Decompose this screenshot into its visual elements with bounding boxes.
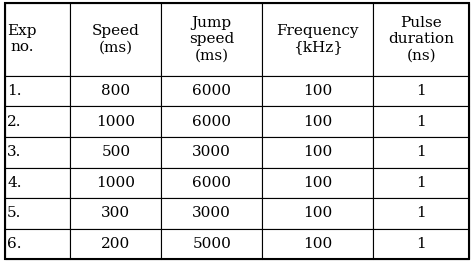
Bar xyxy=(262,229,374,259)
Text: 2.: 2. xyxy=(7,115,21,129)
Bar xyxy=(70,76,161,106)
Text: 100: 100 xyxy=(303,145,332,159)
Text: 5.: 5. xyxy=(7,206,21,221)
Bar xyxy=(374,198,469,229)
Bar xyxy=(262,168,374,198)
Text: 200: 200 xyxy=(101,237,130,251)
Text: 4.: 4. xyxy=(7,176,21,190)
Bar xyxy=(161,3,262,76)
Bar xyxy=(374,3,469,76)
Bar xyxy=(5,168,70,198)
Bar xyxy=(5,3,70,76)
Text: 6000: 6000 xyxy=(192,115,231,129)
Bar xyxy=(262,198,374,229)
Bar xyxy=(374,137,469,168)
Text: 100: 100 xyxy=(303,84,332,98)
Text: 1: 1 xyxy=(417,237,426,251)
Text: 100: 100 xyxy=(303,206,332,221)
Text: 1: 1 xyxy=(417,115,426,129)
Text: 5000: 5000 xyxy=(192,237,231,251)
Text: 1000: 1000 xyxy=(96,115,135,129)
Text: 3000: 3000 xyxy=(192,145,231,159)
Bar xyxy=(262,137,374,168)
Text: 1: 1 xyxy=(417,84,426,98)
Bar xyxy=(70,106,161,137)
Text: Speed
(ms): Speed (ms) xyxy=(92,24,140,54)
Text: 300: 300 xyxy=(101,206,130,221)
Bar xyxy=(161,229,262,259)
Bar xyxy=(161,198,262,229)
Bar xyxy=(374,229,469,259)
Text: Pulse
duration
(ns): Pulse duration (ns) xyxy=(388,16,454,62)
Text: Jump
speed
(ms): Jump speed (ms) xyxy=(189,16,234,62)
Text: 6000: 6000 xyxy=(192,176,231,190)
Text: 1: 1 xyxy=(417,176,426,190)
Bar xyxy=(70,168,161,198)
Bar xyxy=(374,76,469,106)
Bar xyxy=(161,76,262,106)
Bar xyxy=(70,137,161,168)
Text: Exp
no.: Exp no. xyxy=(7,24,36,54)
Bar xyxy=(262,106,374,137)
Bar xyxy=(262,76,374,106)
Bar xyxy=(5,137,70,168)
Text: 1.: 1. xyxy=(7,84,21,98)
Text: 1: 1 xyxy=(417,145,426,159)
Text: 6.: 6. xyxy=(7,237,21,251)
Text: Frequency
{kHz}: Frequency {kHz} xyxy=(276,24,359,54)
Text: 6000: 6000 xyxy=(192,84,231,98)
Text: 1000: 1000 xyxy=(96,176,135,190)
Text: 100: 100 xyxy=(303,115,332,129)
Bar xyxy=(161,168,262,198)
Text: 500: 500 xyxy=(101,145,130,159)
Bar xyxy=(161,137,262,168)
Bar xyxy=(5,106,70,137)
Bar xyxy=(5,76,70,106)
Text: 3000: 3000 xyxy=(192,206,231,221)
Text: 100: 100 xyxy=(303,237,332,251)
Bar xyxy=(70,198,161,229)
Bar xyxy=(262,3,374,76)
Bar xyxy=(161,106,262,137)
Bar xyxy=(5,229,70,259)
Text: 100: 100 xyxy=(303,176,332,190)
Bar xyxy=(70,229,161,259)
Text: 3.: 3. xyxy=(7,145,21,159)
Bar xyxy=(5,198,70,229)
Text: 1: 1 xyxy=(417,206,426,221)
Bar xyxy=(70,3,161,76)
Bar xyxy=(374,106,469,137)
Bar xyxy=(374,168,469,198)
Text: 800: 800 xyxy=(101,84,130,98)
